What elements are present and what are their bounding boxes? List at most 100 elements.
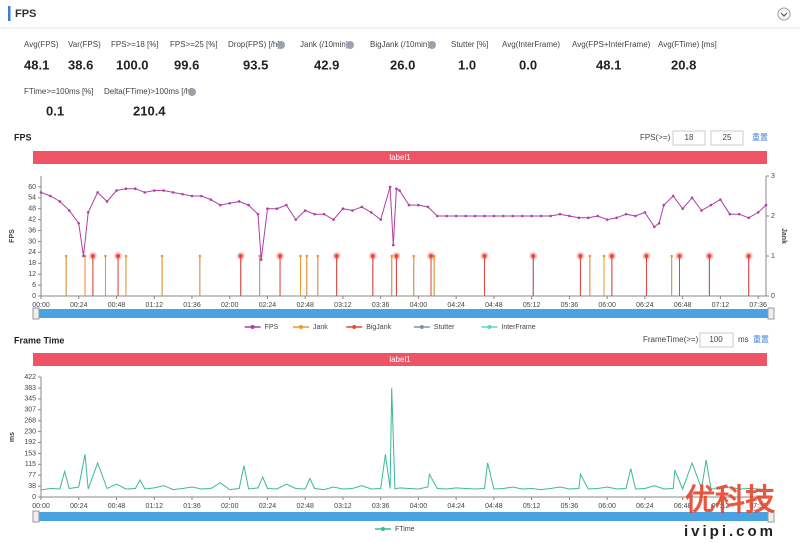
spike-marker [602, 254, 606, 258]
y-tick-label: 230 [24, 428, 36, 435]
y-axis-label: ms [9, 432, 16, 442]
threshold-value[interactable]: 25 [723, 133, 732, 142]
spike-marker [160, 254, 164, 258]
metric-value: 48.1 [596, 57, 621, 72]
legend-item[interactable]: FTime [375, 526, 415, 533]
help-icon[interactable] [346, 41, 354, 49]
data-point [530, 214, 533, 218]
y-tick-label: 153 [24, 450, 36, 457]
y-tick-label: 36 [28, 227, 36, 234]
data-point [237, 200, 241, 203]
legend-item[interactable]: FPS [244, 324, 279, 331]
slider-handle[interactable] [32, 510, 40, 523]
section-title: Frame Time [14, 335, 64, 345]
x-tick-label: 01:12 [145, 503, 163, 510]
y-tick-label: 24 [28, 249, 36, 256]
data-point [539, 214, 543, 218]
y2-axis-label: Jank [780, 228, 787, 244]
legend-label[interactable]: Stutter [434, 324, 455, 331]
legend-label[interactable]: InterFrame [501, 324, 535, 331]
data-point [436, 214, 439, 218]
legend-marker[interactable] [487, 325, 492, 329]
data-point [200, 194, 203, 198]
legend-item[interactable]: InterFrame [481, 324, 536, 331]
data-point [756, 211, 760, 214]
legend-marker[interactable] [250, 325, 255, 329]
threshold-label: FPS(>=) [640, 133, 671, 142]
help-icon[interactable] [428, 41, 436, 49]
reset-link[interactable]: 重置 [752, 132, 768, 142]
data-point [313, 212, 316, 216]
spike-marker [334, 254, 339, 258]
collapse-button[interactable] [777, 7, 791, 21]
data-point [407, 203, 411, 207]
legend-marker[interactable] [299, 325, 303, 329]
data-point [577, 216, 581, 220]
metric-label: Avg(InterFrame) [502, 40, 560, 49]
spike-marker [238, 254, 243, 258]
metric-value: 210.4 [133, 103, 166, 118]
y-tick-label: 383 [24, 385, 36, 392]
zoom-slider[interactable] [33, 512, 774, 521]
collapse-icon[interactable] [780, 12, 788, 17]
spike-marker [394, 254, 399, 258]
data-point [596, 214, 600, 218]
threshold-input[interactable] [699, 332, 734, 348]
legend-marker[interactable] [419, 325, 424, 329]
data-point [332, 218, 335, 221]
spike-marker [707, 254, 712, 258]
slider-handle[interactable] [767, 307, 775, 320]
help-icon[interactable] [277, 41, 285, 49]
legend-label[interactable]: FTime [395, 526, 415, 533]
reset-link[interactable]: 重置 [753, 334, 769, 344]
legend-label[interactable]: FPS [265, 324, 279, 331]
legend-item[interactable]: Stutter [413, 324, 455, 331]
data-point [605, 218, 609, 221]
threshold-input[interactable] [672, 130, 706, 146]
y-tick-label: 42 [28, 216, 36, 223]
slider-handle[interactable] [32, 307, 40, 320]
spike-marker [198, 254, 202, 258]
spike-marker [429, 254, 434, 258]
spike-marker [278, 254, 283, 258]
legend-item[interactable]: BigJank [346, 324, 392, 331]
help-icon[interactable] [188, 88, 196, 96]
spike-marker [124, 254, 128, 258]
data-point [351, 209, 354, 212]
slider-handle[interactable] [767, 510, 775, 523]
data-point [322, 212, 326, 216]
data-point [388, 185, 392, 189]
legend-marker[interactable] [352, 325, 357, 329]
threshold-value[interactable]: 18 [685, 133, 694, 142]
y-tick-label: 77 [28, 472, 36, 479]
x-tick-label: 03:12 [334, 302, 352, 309]
watermark-brand: 优科技 [685, 484, 775, 517]
data-line [40, 186, 767, 260]
data-point [190, 194, 194, 198]
legend-item[interactable]: Jank [293, 324, 328, 331]
x-tick-label: 02:00 [221, 302, 239, 309]
x-tick-label: 00:00 [32, 302, 50, 309]
y-tick-label: 30 [28, 238, 36, 245]
x-tick-label: 06:48 [674, 302, 692, 309]
threshold-value[interactable]: 100 [709, 335, 723, 344]
data-point [395, 187, 398, 191]
metric-label: Delta(FTime)>100ms [/h] [104, 87, 192, 96]
data-point [653, 225, 656, 229]
spike-marker [390, 254, 394, 258]
label-band [33, 353, 767, 366]
zoom-slider[interactable] [33, 309, 774, 318]
legend-marker[interactable] [381, 527, 385, 531]
x-tick-label: 07:12 [712, 302, 730, 309]
data-point [391, 243, 395, 247]
data-point [558, 212, 562, 216]
data-point [68, 209, 71, 212]
x-tick-label: 03:36 [372, 503, 390, 510]
x-tick-label: 06:00 [598, 503, 616, 510]
data-point [152, 189, 156, 192]
legend-label[interactable]: BigJank [366, 324, 391, 331]
threshold-input[interactable] [710, 130, 744, 146]
legend-label[interactable]: Jank [313, 324, 328, 331]
